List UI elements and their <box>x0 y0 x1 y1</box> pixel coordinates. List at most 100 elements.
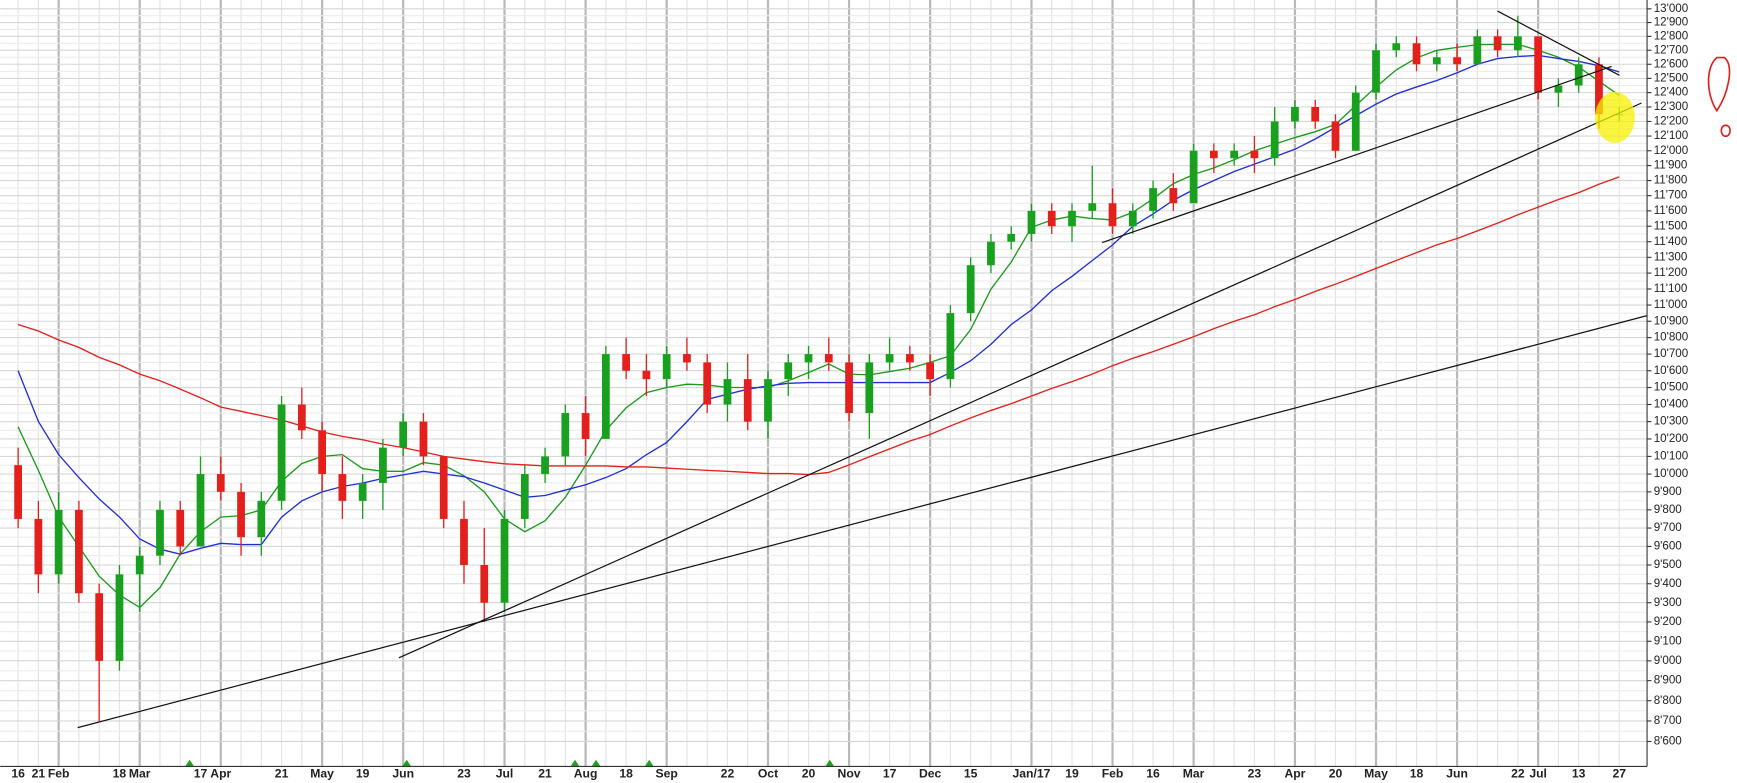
y-tick-label: 12'800 <box>1654 29 1689 42</box>
x-tick-label: 19 <box>1065 766 1079 780</box>
y-tick-label: 10'600 <box>1654 364 1689 377</box>
candle-body <box>1574 64 1583 86</box>
signal-marker <box>644 759 654 767</box>
signals <box>185 759 835 767</box>
x-tick-label: Feb <box>48 766 70 780</box>
x-tick-label: 22 <box>721 766 735 780</box>
trend-line <box>1497 10 1620 76</box>
y-tick-label: 12'300 <box>1654 100 1689 113</box>
candle-body <box>1372 50 1380 93</box>
candle-body <box>1088 203 1097 211</box>
candle-body <box>115 574 124 661</box>
candle-body <box>1412 43 1421 65</box>
x-tick-label: 21 <box>275 766 289 780</box>
candle-body <box>905 354 914 363</box>
candle-body <box>318 430 326 475</box>
candle-body <box>1331 121 1340 151</box>
candle-body <box>1595 64 1603 115</box>
candle-body <box>419 421 428 457</box>
candle-body <box>297 404 306 431</box>
doodle-stroke <box>1707 56 1731 113</box>
candle-body <box>764 379 772 422</box>
candle-body <box>156 509 164 556</box>
y-tick-label: 9'400 <box>1654 577 1682 590</box>
candle-body <box>338 474 347 501</box>
y-tick-label: 12'200 <box>1654 115 1689 128</box>
signal-marker <box>825 759 835 767</box>
x-tick-label: Oct <box>758 766 778 780</box>
y-tick-label: 11'700 <box>1654 189 1688 202</box>
y-tick-label: 9'300 <box>1654 596 1682 609</box>
candle-body <box>54 509 63 575</box>
candle-body <box>1047 210 1056 227</box>
candle-body <box>1189 150 1198 204</box>
y-tick-label: 8'900 <box>1654 674 1682 687</box>
y-tick-label: 9'800 <box>1654 503 1682 516</box>
candle-body <box>743 379 752 422</box>
signal-marker <box>185 759 195 767</box>
candle-body <box>176 509 185 547</box>
candle-body <box>642 370 651 380</box>
trend-lines <box>77 10 1648 729</box>
candle-body <box>1068 210 1076 227</box>
y-tick-label: 12'100 <box>1654 129 1689 142</box>
candle-body <box>946 313 955 380</box>
x-tick-label: 18 <box>113 766 127 780</box>
x-tick-label: 16 <box>1146 766 1160 780</box>
candle-body <box>541 456 549 475</box>
y-tick-label: 9'600 <box>1654 539 1682 552</box>
candle-body <box>196 474 205 547</box>
x-tick-label: 18 <box>1410 766 1424 780</box>
y-tick-label: 11'900 <box>1654 159 1688 172</box>
candle-body <box>1311 106 1320 122</box>
y-tick-label: 10'500 <box>1654 381 1689 394</box>
candle-body <box>723 379 732 405</box>
x-tick-label: Jan/17 <box>1013 766 1051 780</box>
x-tick-label: 17 <box>194 766 208 780</box>
signal-marker <box>570 759 580 767</box>
candle-body <box>1007 233 1016 242</box>
y-tick-label: 12'000 <box>1654 144 1689 157</box>
y-tick-label: 10'000 <box>1654 467 1689 480</box>
x-tick-label: Apr <box>210 766 231 780</box>
x-tick-label: 15 <box>964 766 978 780</box>
x-tick-label: Jun <box>392 766 414 780</box>
candle-body <box>379 447 387 483</box>
y-tick-label: 11'500 <box>1654 219 1688 232</box>
x-tick-label: 23 <box>1248 766 1262 780</box>
y-tick-label: 11'100 <box>1654 282 1688 295</box>
highlight <box>1595 91 1635 143</box>
x-tick-label: 20 <box>1329 766 1343 780</box>
candle-body <box>257 500 266 538</box>
candle-body <box>1554 85 1563 93</box>
candle-body <box>966 265 975 314</box>
y-tick-label: 10'800 <box>1654 331 1689 344</box>
x-tick-label: 18 <box>619 766 633 780</box>
candle-body <box>885 354 894 363</box>
trend-line <box>77 315 1648 729</box>
x-tick-label: May <box>310 766 334 780</box>
trend-line <box>1101 65 1612 244</box>
candle-body <box>1291 106 1299 122</box>
candle-body <box>135 555 144 575</box>
x-tick-label: Mar <box>1183 766 1205 780</box>
y-tick-label: 10'900 <box>1654 314 1689 327</box>
y-tick-label: 11'300 <box>1654 250 1688 263</box>
x-tick-label: May <box>1364 766 1388 780</box>
x-tick-label: 20 <box>802 766 816 780</box>
y-tick-label: 10'200 <box>1654 432 1689 445</box>
candle-body <box>1209 150 1218 159</box>
candle-body <box>581 413 590 439</box>
y-tick-label: 10'100 <box>1654 449 1689 462</box>
x-tick-label: 16 <box>11 766 25 780</box>
y-tick-label: 9'700 <box>1654 521 1682 534</box>
candle-body <box>601 354 610 439</box>
candle-body <box>561 413 570 457</box>
candle-body <box>1169 188 1178 204</box>
x-tick-label: 23 <box>457 766 471 780</box>
candle-body <box>926 362 935 380</box>
candle-body <box>1250 150 1259 159</box>
candle-body <box>784 362 793 380</box>
